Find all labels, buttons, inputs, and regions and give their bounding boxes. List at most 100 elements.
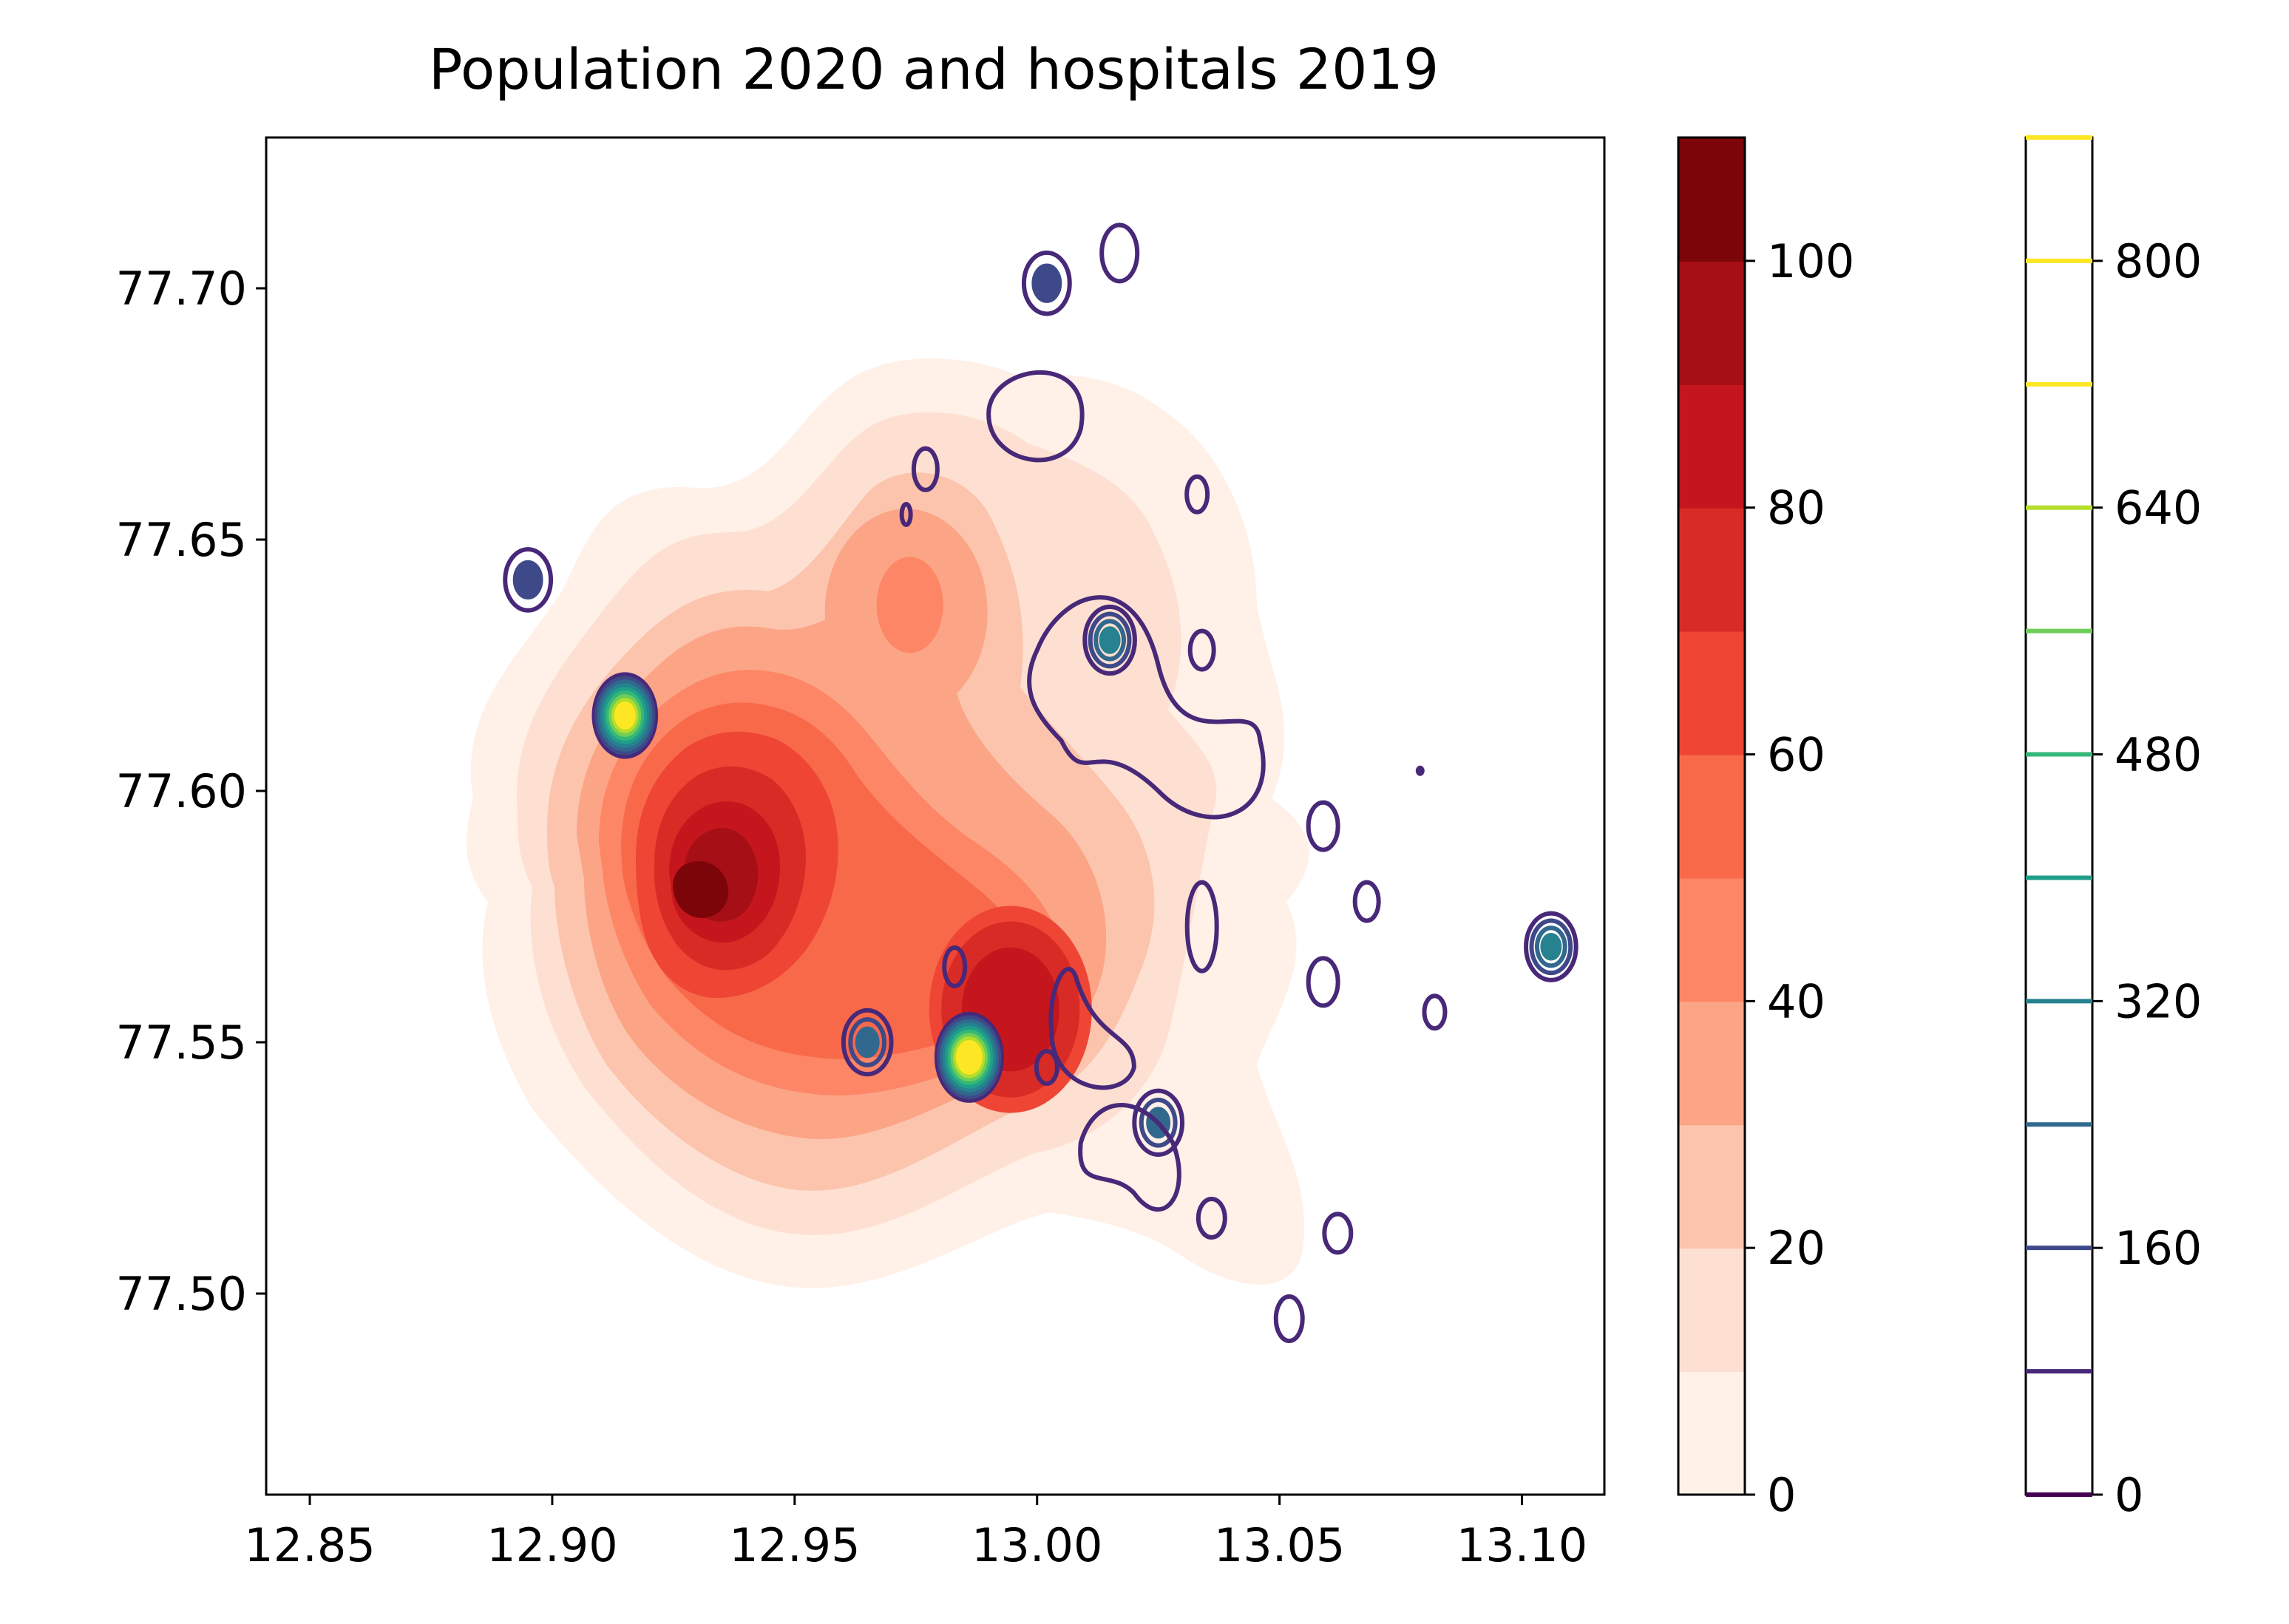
plot-frame	[265, 136, 1606, 1496]
population-colorbar-label: 60	[1767, 728, 1825, 782]
hospital-contour-2-2	[855, 1026, 880, 1059]
x-tick-label: 13.05	[1214, 1518, 1346, 1572]
hospital-contour-1-7	[953, 1036, 986, 1078]
hospital-contour-0-2	[597, 679, 653, 752]
y-axis: 77.50 77.55 77.60 77.65 77.70	[116, 262, 266, 1321]
hospital-small-contour-4	[1184, 474, 1210, 514]
x-tick-label: 12.95	[729, 1518, 861, 1572]
hospital-density-layer	[503, 222, 1578, 1343]
population-contour-level-10	[673, 861, 729, 918]
plot-area	[467, 222, 1578, 1343]
hospital-contour-0-6	[608, 694, 642, 737]
hospital-contour-3-1	[512, 560, 543, 600]
x-tick-label: 13.00	[971, 1518, 1103, 1572]
hospital-contour-1-10	[961, 1047, 977, 1068]
hospital-contour-7-0	[1132, 1088, 1185, 1158]
hospital-small-contour-9	[1422, 993, 1448, 1031]
hospital-contour-1-9	[958, 1043, 980, 1071]
hospital-contour-4-1	[1031, 263, 1062, 303]
hospital-colorbar-label: 320	[2115, 974, 2202, 1028]
hospital-small-contour-10	[1196, 1197, 1227, 1240]
population-colorbar-label: 20	[1767, 1221, 1825, 1275]
hospital-contour-0-0	[591, 672, 659, 759]
hospital-contour-6-1	[1529, 918, 1573, 976]
population-colorbar-band	[1678, 384, 1745, 509]
hospital-contour-0-9	[617, 705, 634, 726]
population-density-layer	[467, 359, 1309, 1288]
hospital-contour-2-1	[848, 1017, 887, 1067]
hospital-contour-1-6	[950, 1033, 988, 1082]
x-axis: 12.85 12.90 12.95 13.00 13.05 13.10	[244, 1495, 1587, 1572]
hospital-contour-0-4	[603, 687, 647, 744]
hospital-small-contour-14	[1184, 880, 1219, 974]
population-colorbar-band	[1678, 1371, 1745, 1495]
x-tick-label: 13.10	[1457, 1518, 1588, 1572]
y-tick-label: 77.70	[116, 262, 248, 316]
hospital-colorbar-frame	[2024, 136, 2094, 1496]
population-colorbar-label: 80	[1767, 481, 1825, 535]
hospital-contour-2-0	[841, 1008, 894, 1077]
population-colorbar-band	[1678, 754, 1745, 879]
population-colorbar-band	[1678, 877, 1745, 1002]
hospital-contour-0-5	[606, 690, 645, 741]
hospital-colorbar-label: 640	[2115, 481, 2202, 535]
hospital-contour-7-1	[1139, 1097, 1178, 1148]
hospital-contour-5-0	[1082, 604, 1137, 676]
hospital-contour-0-1	[594, 676, 656, 755]
hospital-contour-1-8	[955, 1040, 983, 1075]
population-colorbar-band	[1678, 631, 1745, 755]
hospital-contour-1-0	[934, 1011, 1004, 1103]
hospital-contour-1-2	[940, 1019, 999, 1096]
hospital-colorbar-label: 0	[2115, 1468, 2143, 1522]
hospital-colorbar: 0 160 320 480 640 800	[2024, 135, 2202, 1522]
hospital-small-contour-11	[1034, 1049, 1059, 1086]
population-colorbar-label: 40	[1767, 974, 1825, 1028]
hospital-contour-1-5	[948, 1029, 991, 1086]
hospital-contour-4-0	[1021, 250, 1072, 316]
population-colorbar-band	[1678, 1001, 1745, 1126]
y-tick-label: 77.55	[116, 1016, 248, 1070]
population-colorbar-band	[1678, 1248, 1745, 1373]
y-tick-label: 77.65	[116, 513, 248, 567]
hospital-small-contour-7	[1352, 880, 1381, 923]
population-colorbar-band	[1678, 260, 1745, 385]
hospital-contour-3-0	[503, 547, 554, 613]
hospital-small-contour-5	[1187, 628, 1216, 672]
population-colorbar-band	[1678, 137, 1745, 262]
hospital-colorbar-label: 480	[2115, 728, 2202, 782]
hospital-small-contour-3	[899, 502, 913, 527]
x-tick-label: 12.90	[486, 1518, 618, 1572]
hospital-contour-5-3	[1099, 626, 1121, 654]
hospital-contour-1-4	[945, 1025, 994, 1089]
population-north-peak-inner	[876, 557, 943, 653]
hospital-contour-0-8	[614, 701, 636, 730]
hospital-contour-0-3	[600, 683, 650, 748]
hospital-top-pair-contour	[986, 370, 1085, 463]
hospital-small-contour-1	[942, 945, 968, 988]
hospital-colorbar-label: 160	[2115, 1221, 2202, 1275]
population-colorbar-label: 100	[1767, 234, 1854, 288]
population-colorbar: 0 20 40 60 80 100	[1677, 136, 1854, 1522]
hospital-small-contour-15	[1415, 765, 1425, 776]
hospital-small-contour-6	[1306, 800, 1340, 852]
hospital-small-contour-2	[911, 446, 940, 492]
hospital-contour-5-2	[1093, 619, 1126, 662]
hospital-small-contour-12	[1273, 1294, 1305, 1343]
hospital-colorbar-label: 800	[2115, 234, 2202, 288]
population-colorbar-label: 0	[1767, 1468, 1796, 1522]
y-tick-label: 77.60	[116, 764, 248, 818]
population-colorbar-band	[1678, 507, 1745, 632]
population-colorbar-frame	[1677, 136, 1746, 1496]
x-tick-label: 12.85	[244, 1518, 376, 1572]
hospital-contour-1-3	[942, 1022, 996, 1093]
hospital-contour-6-3	[1540, 933, 1562, 961]
hospital-small-contour-13	[1322, 1212, 1354, 1255]
y-tick-label: 77.50	[116, 1267, 248, 1321]
chart-title: Population 2020 and hospitals 2019	[429, 36, 1439, 102]
hospital-contour-1-1	[937, 1015, 1002, 1100]
hospital-south-contour	[1078, 1103, 1181, 1212]
hospital-center-contour	[1048, 967, 1136, 1090]
hospital-small-contour-0	[1099, 222, 1140, 284]
hospital-small-contour-8	[1306, 956, 1340, 1008]
